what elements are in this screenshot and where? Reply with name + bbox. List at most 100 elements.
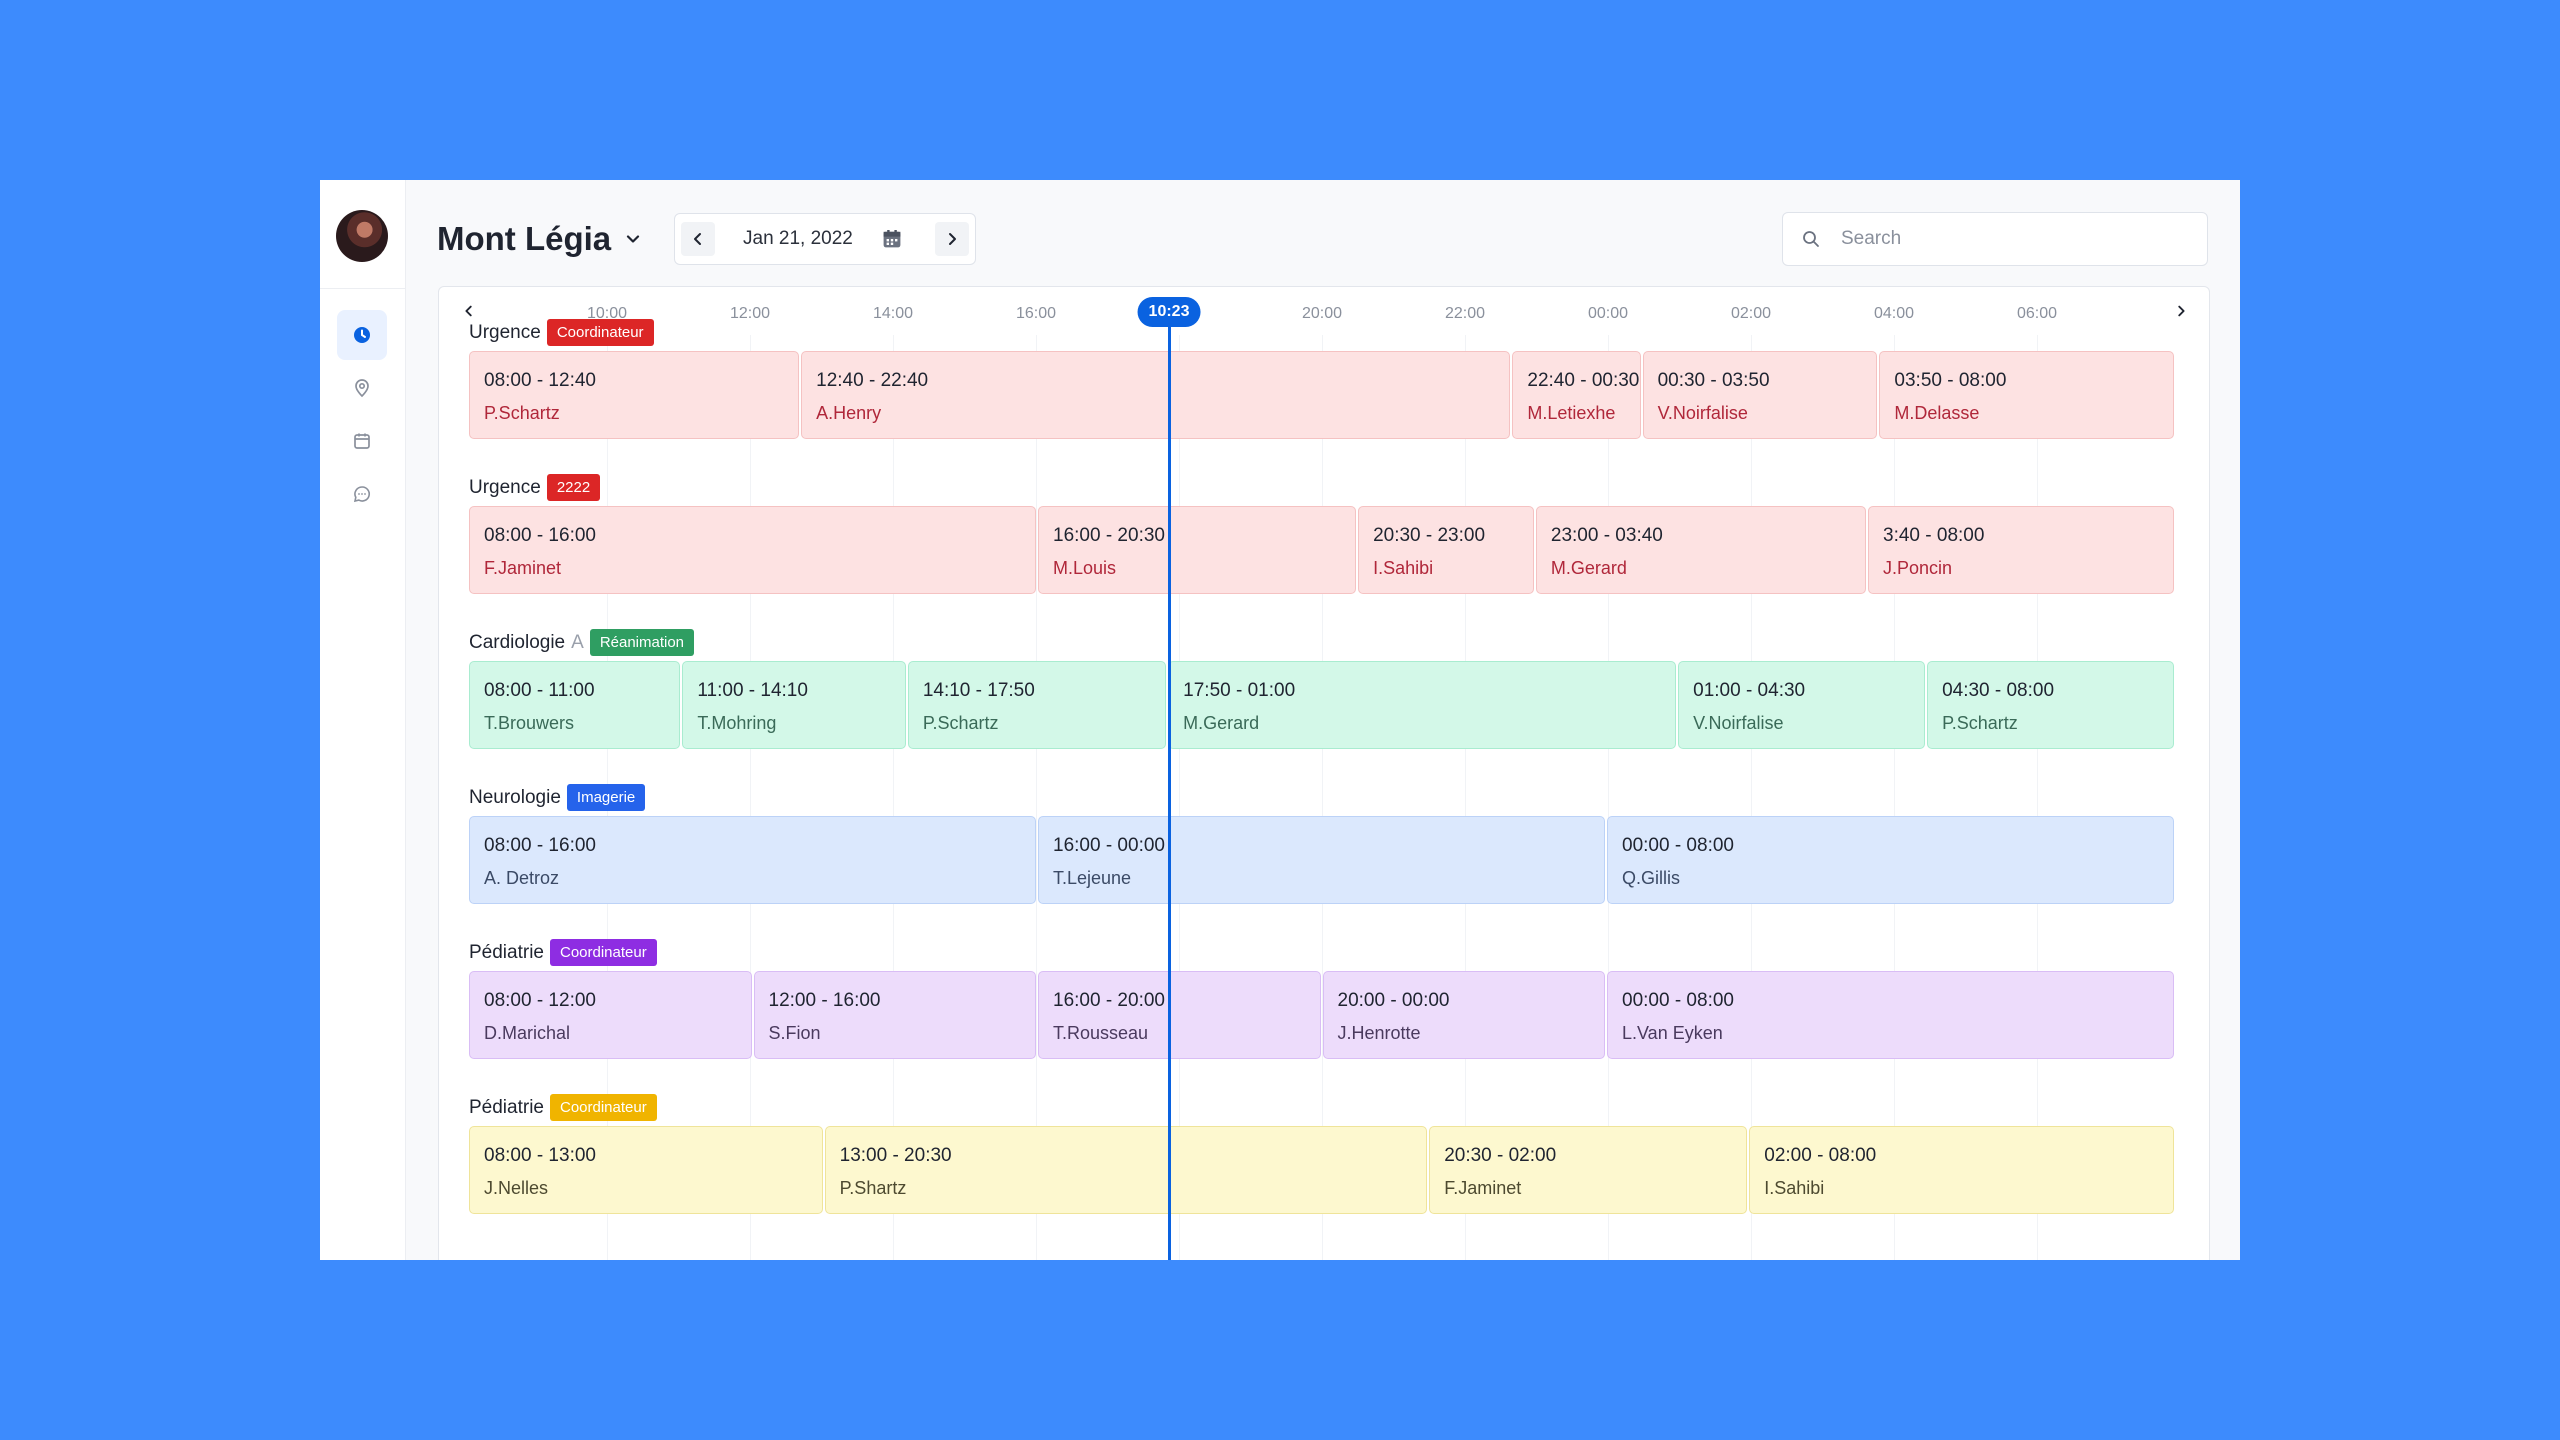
calendar-icon[interactable] bbox=[880, 227, 904, 251]
shift-block[interactable]: 08:00 - 12:40 P.Schartz bbox=[469, 351, 800, 439]
shift-time: 16:00 - 20:30 bbox=[1053, 525, 1165, 546]
shift-time: 00:30 - 03:50 bbox=[1657, 370, 1770, 391]
search-input[interactable] bbox=[1839, 225, 2183, 253]
shift-block[interactable]: 04:30 - 08:00 P.Schartz bbox=[1927, 661, 2174, 749]
shift-staff: L.Van Eyken bbox=[1622, 1023, 1723, 1043]
shift-time: 00:00 - 08:00 bbox=[1622, 835, 1734, 856]
shift-block[interactable]: 00:30 - 03:50 V.Noirfalise bbox=[1642, 351, 1878, 439]
shift-block[interactable]: 22:40 - 00:30 M.Letiexhe bbox=[1512, 351, 1641, 439]
shift-block[interactable]: 01:00 - 04:30 V.Noirfalise bbox=[1678, 661, 1926, 749]
shift-block[interactable]: 08:00 - 12:00 D.Marichal bbox=[469, 971, 752, 1059]
timeline-tick-label: 14:00 bbox=[872, 305, 914, 322]
shift-time: 08:00 - 16:00 bbox=[484, 525, 596, 546]
timeline-tick-label: 02:00 bbox=[1730, 305, 1772, 322]
shift-block[interactable]: 14:10 - 17:50 P.Schartz bbox=[907, 661, 1167, 749]
sidebar-item-clock[interactable] bbox=[337, 310, 387, 360]
shift-time: 12:40 - 22:40 bbox=[816, 370, 929, 391]
shift-time: 01:00 - 04:30 bbox=[1693, 680, 1806, 701]
shift-block[interactable]: 12:40 - 22:40 A.Henry bbox=[801, 351, 1511, 439]
timeline-tick-label: 16:00 bbox=[1015, 305, 1057, 322]
shift-time: 00:00 - 08:00 bbox=[1622, 990, 1734, 1011]
shift-block[interactable]: 20:00 - 00:00 J.Henrotte bbox=[1322, 971, 1605, 1059]
shift-block[interactable]: 00:00 - 08:00 L.Van Eyken bbox=[1607, 971, 2174, 1059]
timeline-tick-label: 10:00 bbox=[586, 305, 628, 322]
department-label: Cardiologie A Réanimation bbox=[469, 629, 695, 656]
sidebar-item-calendar[interactable] bbox=[337, 416, 387, 466]
department-name: Cardiologie bbox=[469, 631, 566, 653]
role-badge: Réanimation bbox=[589, 629, 695, 656]
shift-block[interactable]: 08:00 - 13:00 J.Nelles bbox=[469, 1126, 823, 1214]
timeline-gridline bbox=[1465, 335, 1466, 1260]
timeline-prev-button[interactable] bbox=[455, 297, 483, 325]
department-name: Pédiatrie bbox=[469, 941, 544, 963]
department-name: Urgence bbox=[469, 321, 541, 343]
role-badge: Coordinateur bbox=[550, 1094, 657, 1121]
shift-staff: T.Brouwers bbox=[484, 713, 575, 733]
site-selector[interactable]: Mont Légia bbox=[437, 220, 643, 258]
shift-block[interactable]: 16:00 - 00:00 T.Lejeune bbox=[1038, 816, 1605, 904]
shift-block[interactable]: 13:00 - 20:30 P.Shartz bbox=[824, 1126, 1428, 1214]
current-date[interactable]: Jan 21, 2022 bbox=[743, 228, 853, 249]
chat-bubble-icon bbox=[353, 486, 371, 503]
sidebar-divider bbox=[320, 288, 405, 289]
shift-block[interactable]: 02:00 - 08:00 I.Sahibi bbox=[1749, 1126, 2174, 1214]
shift-time: 08:00 - 12:00 bbox=[484, 990, 596, 1011]
department-label: Urgence 2222 bbox=[469, 474, 601, 501]
shift-time: 3:40 - 08:00 bbox=[1883, 525, 1985, 546]
sidebar-item-location[interactable] bbox=[337, 363, 387, 413]
location-pin-icon bbox=[355, 379, 369, 398]
shift-block[interactable]: 20:30 - 23:00 I.Sahibi bbox=[1358, 506, 1534, 594]
shift-row: 08:00 - 16:00 A. Detroz 16:00 - 00:00 T.Lej… bbox=[469, 816, 2176, 906]
previous-day-button[interactable] bbox=[681, 222, 715, 256]
shift-time: 02:00 - 08:00 bbox=[1764, 1145, 1877, 1166]
shift-block[interactable]: 23:00 - 03:40 M.Gerard bbox=[1535, 506, 1867, 594]
shift-block[interactable]: 00:00 - 08:00 Q.Gillis bbox=[1607, 816, 2174, 904]
shift-time: 04:30 - 08:00 bbox=[1942, 680, 2055, 701]
shift-block[interactable]: 20:30 - 02:00 F.Jaminet bbox=[1429, 1126, 1748, 1214]
shift-block[interactable]: 11:00 - 14:10 T.Mohring bbox=[682, 661, 906, 749]
shift-staff: P.Schartz bbox=[484, 403, 560, 423]
sidebar-item-messages[interactable] bbox=[337, 469, 387, 519]
shift-block[interactable]: 3:40 - 08:00 J.Poncin bbox=[1868, 506, 2174, 594]
timeline-tick-label: 20:00 bbox=[1301, 305, 1343, 322]
next-day-button[interactable] bbox=[935, 222, 969, 256]
shift-staff: M.Letiexhe bbox=[1527, 403, 1616, 423]
timeline-next-button[interactable] bbox=[2167, 297, 2195, 325]
shift-staff: V.Noirfalise bbox=[1693, 713, 1784, 733]
shift-block[interactable]: 08:00 - 16:00 A. Detroz bbox=[469, 816, 1036, 904]
shift-row: 08:00 - 16:00 F.Jaminet 16:00 - 20:30 M.Lou… bbox=[469, 506, 2176, 596]
shift-time: 03:50 - 08:00 bbox=[1894, 370, 2007, 391]
role-badge: Coordinateur bbox=[546, 319, 654, 346]
timeline-tick-label: 00:00 bbox=[1587, 305, 1629, 322]
calendar-icon bbox=[354, 433, 370, 449]
shift-block[interactable]: 12:00 - 16:00 S.Fion bbox=[753, 971, 1036, 1059]
department-label: Urgence Coordinateur bbox=[469, 319, 654, 346]
page-title: Mont Légia bbox=[437, 220, 612, 257]
shift-block[interactable]: 17:50 - 01:00 M.Gerard bbox=[1168, 661, 1677, 749]
shift-staff: S.Fion bbox=[768, 1023, 821, 1043]
shift-block[interactable]: 16:00 - 20:00 T.Rousseau bbox=[1038, 971, 1321, 1059]
shift-block[interactable]: 03:50 - 08:00 M.Delasse bbox=[1879, 351, 2174, 439]
sidebar bbox=[320, 180, 406, 1260]
timeline-gridline bbox=[1322, 335, 1323, 1260]
department-name: Urgence bbox=[469, 476, 541, 498]
avatar[interactable] bbox=[336, 210, 388, 262]
shift-staff: I.Sahibi bbox=[1764, 1178, 1825, 1198]
shift-time: 16:00 - 00:00 bbox=[1053, 835, 1165, 856]
search-box bbox=[1782, 212, 2208, 266]
shift-staff: I.Sahibi bbox=[1373, 558, 1434, 578]
shift-staff: P.Schartz bbox=[1942, 713, 2018, 733]
timeline-gridline bbox=[2037, 335, 2038, 1260]
shift-staff: T.Mohring bbox=[697, 713, 777, 733]
shift-time: 20:30 - 23:00 bbox=[1373, 525, 1486, 546]
role-badge: 2222 bbox=[546, 474, 601, 501]
shift-time: 20:00 - 00:00 bbox=[1337, 990, 1450, 1011]
shift-block[interactable]: 08:00 - 16:00 F.Jaminet bbox=[469, 506, 1036, 594]
shift-block[interactable]: 16:00 - 20:30 M.Louis bbox=[1038, 506, 1357, 594]
shift-block[interactable]: 08:00 - 11:00 T.Brouwers bbox=[469, 661, 681, 749]
shift-time: 17:50 - 01:00 bbox=[1183, 680, 1296, 701]
shift-staff: M.Gerard bbox=[1550, 558, 1627, 578]
shift-staff: J.Henrotte bbox=[1337, 1023, 1421, 1043]
shift-time: 08:00 - 13:00 bbox=[484, 1145, 596, 1166]
department-sub: A bbox=[571, 631, 584, 653]
